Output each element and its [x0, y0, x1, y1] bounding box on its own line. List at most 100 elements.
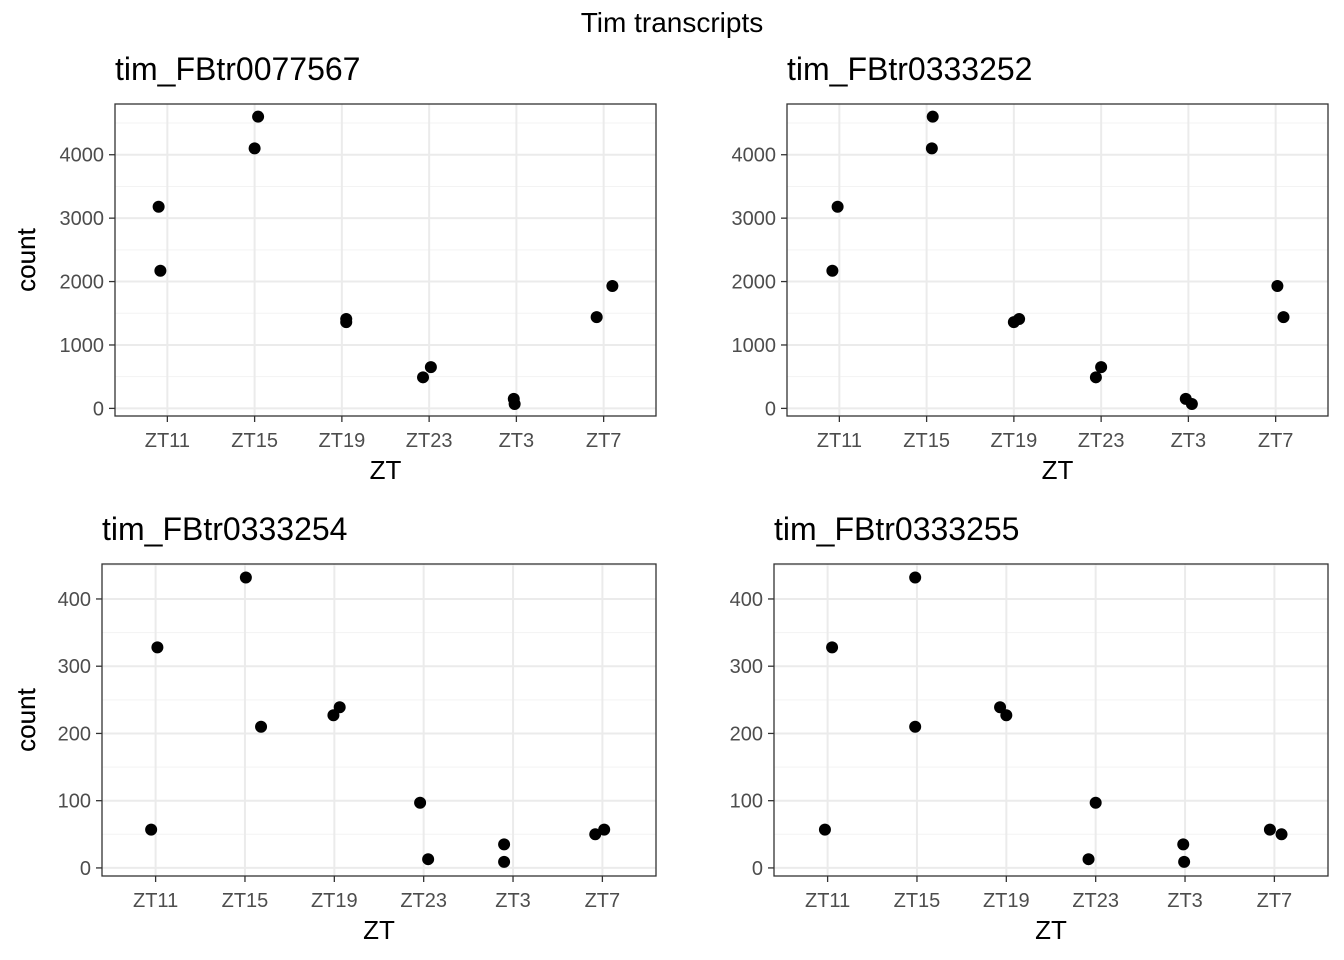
y-tick-label: 200: [730, 723, 763, 745]
y-tick-label: 400: [730, 589, 763, 611]
y-tick-label: 4000: [732, 145, 777, 167]
panel-1: 0 1000 2000 3000 4000 ZT11 ZT15 ZT19 ZT23 ZT3 ZT7 t…: [11, 51, 657, 485]
data-point: [498, 838, 511, 851]
panel-4: 0 100 200 300 400 ZT11 ZT15 ZT19 ZT23 ZT3 ZT7 tim_F…: [11, 511, 1329, 945]
x-tick-label: ZT7: [1257, 890, 1293, 912]
x-tick-label: ZT23: [400, 890, 447, 912]
y-tick-label: 300: [730, 656, 763, 678]
y-tick-label: 0: [752, 858, 763, 880]
x-axis-title: ZT: [370, 455, 402, 485]
data-point: [422, 853, 435, 866]
data-point: [333, 701, 346, 714]
data-point: [1178, 855, 1191, 868]
x-tick-label: ZT7: [1258, 430, 1294, 452]
x-tick-label: ZT11: [805, 890, 850, 912]
data-point: [1177, 838, 1190, 851]
y-tick-label: 4000: [60, 145, 105, 167]
x-axis-title: ZT: [363, 915, 395, 945]
data-point: [1185, 397, 1198, 410]
data-point: [1089, 371, 1102, 384]
panel-title: tim_FBtr0333255: [774, 511, 1019, 547]
data-point: [145, 823, 158, 836]
y-tick-label: 0: [765, 398, 776, 420]
data-point: [994, 701, 1007, 714]
panel-frame: [786, 103, 1329, 417]
data-point: [239, 571, 252, 584]
data-point: [1000, 709, 1013, 722]
y-axis-title: count: [11, 227, 41, 291]
data-point: [826, 264, 839, 277]
x-tick-label: ZT15: [222, 890, 269, 912]
x-tick-label: ZT23: [1078, 430, 1125, 452]
y-tick-label: 3000: [60, 208, 105, 230]
data-point: [414, 796, 427, 809]
data-point: [498, 855, 511, 868]
data-point: [1095, 361, 1108, 374]
data-point: [826, 641, 839, 654]
data-point: [606, 280, 619, 292]
panel-frame: [114, 103, 657, 417]
x-axis-title: ZT: [1035, 915, 1067, 945]
y-tick-label: 400: [58, 589, 91, 611]
data-point: [926, 110, 939, 123]
panel-frame: [101, 563, 657, 877]
figure-title: Tim transcripts: [581, 7, 764, 38]
x-tick-label: ZT7: [586, 430, 622, 452]
panel-frame: [773, 563, 1329, 877]
data-point: [909, 720, 922, 733]
data-point: [255, 720, 268, 733]
y-tick-label: 200: [58, 723, 91, 745]
y-axis-title: count: [11, 687, 41, 751]
y-tick-label: 0: [93, 398, 104, 420]
panel-2: 0 1000 2000 3000 4000 ZT11 ZT15 ZT19 ZT23 ZT3 ZT7 t…: [11, 51, 1329, 485]
x-tick-label: ZT15: [894, 890, 941, 912]
data-point: [151, 641, 164, 654]
data-point: [508, 397, 521, 410]
data-point: [818, 823, 831, 836]
data-point: [1277, 311, 1290, 324]
y-tick-label: 0: [80, 858, 91, 880]
y-tick-label: 1000: [732, 335, 777, 357]
x-tick-label: ZT23: [1072, 890, 1119, 912]
data-point: [424, 361, 437, 374]
data-point: [1013, 312, 1026, 325]
x-tick-label: ZT7: [585, 890, 621, 912]
y-tick-label: 1000: [60, 335, 105, 357]
data-point: [154, 264, 167, 277]
x-tick-label: ZT11: [133, 890, 178, 912]
data-point: [340, 316, 353, 329]
data-point: [252, 110, 265, 123]
y-tick-label: 100: [58, 791, 91, 813]
data-point: [1275, 828, 1288, 841]
y-axis-title: count: [11, 227, 41, 291]
panel-title: tim_FBtr0333254: [102, 511, 347, 547]
x-tick-label: ZT11: [817, 430, 862, 452]
panel-3: 0 100 200 300 400 ZT11 ZT15 ZT19 ZT23 ZT3 ZT7 tim_F…: [11, 511, 657, 945]
x-tick-label: ZT15: [903, 430, 950, 452]
y-axis-title: count: [11, 687, 41, 751]
x-tick-label: ZT19: [319, 430, 366, 452]
data-point: [417, 371, 430, 384]
panel-title: tim_FBtr0077567: [115, 51, 360, 87]
data-point: [1271, 280, 1284, 292]
y-tick-label: 300: [58, 656, 91, 678]
data-point: [831, 200, 844, 213]
y-tick-label: 2000: [732, 272, 777, 294]
data-point: [925, 142, 938, 155]
data-point: [598, 823, 611, 836]
data-point: [248, 142, 261, 155]
x-tick-label: ZT3: [1167, 890, 1203, 912]
x-axis-title: ZT: [1042, 455, 1074, 485]
y-tick-label: 100: [730, 791, 763, 813]
x-tick-label: ZT19: [983, 890, 1030, 912]
data-point: [590, 311, 603, 324]
y-tick-label: 2000: [60, 272, 105, 294]
data-point: [1089, 796, 1102, 809]
x-tick-label: ZT3: [1171, 430, 1207, 452]
data-point: [327, 709, 340, 722]
x-tick-label: ZT3: [499, 430, 535, 452]
data-point: [909, 571, 922, 584]
x-tick-label: ZT3: [495, 890, 531, 912]
